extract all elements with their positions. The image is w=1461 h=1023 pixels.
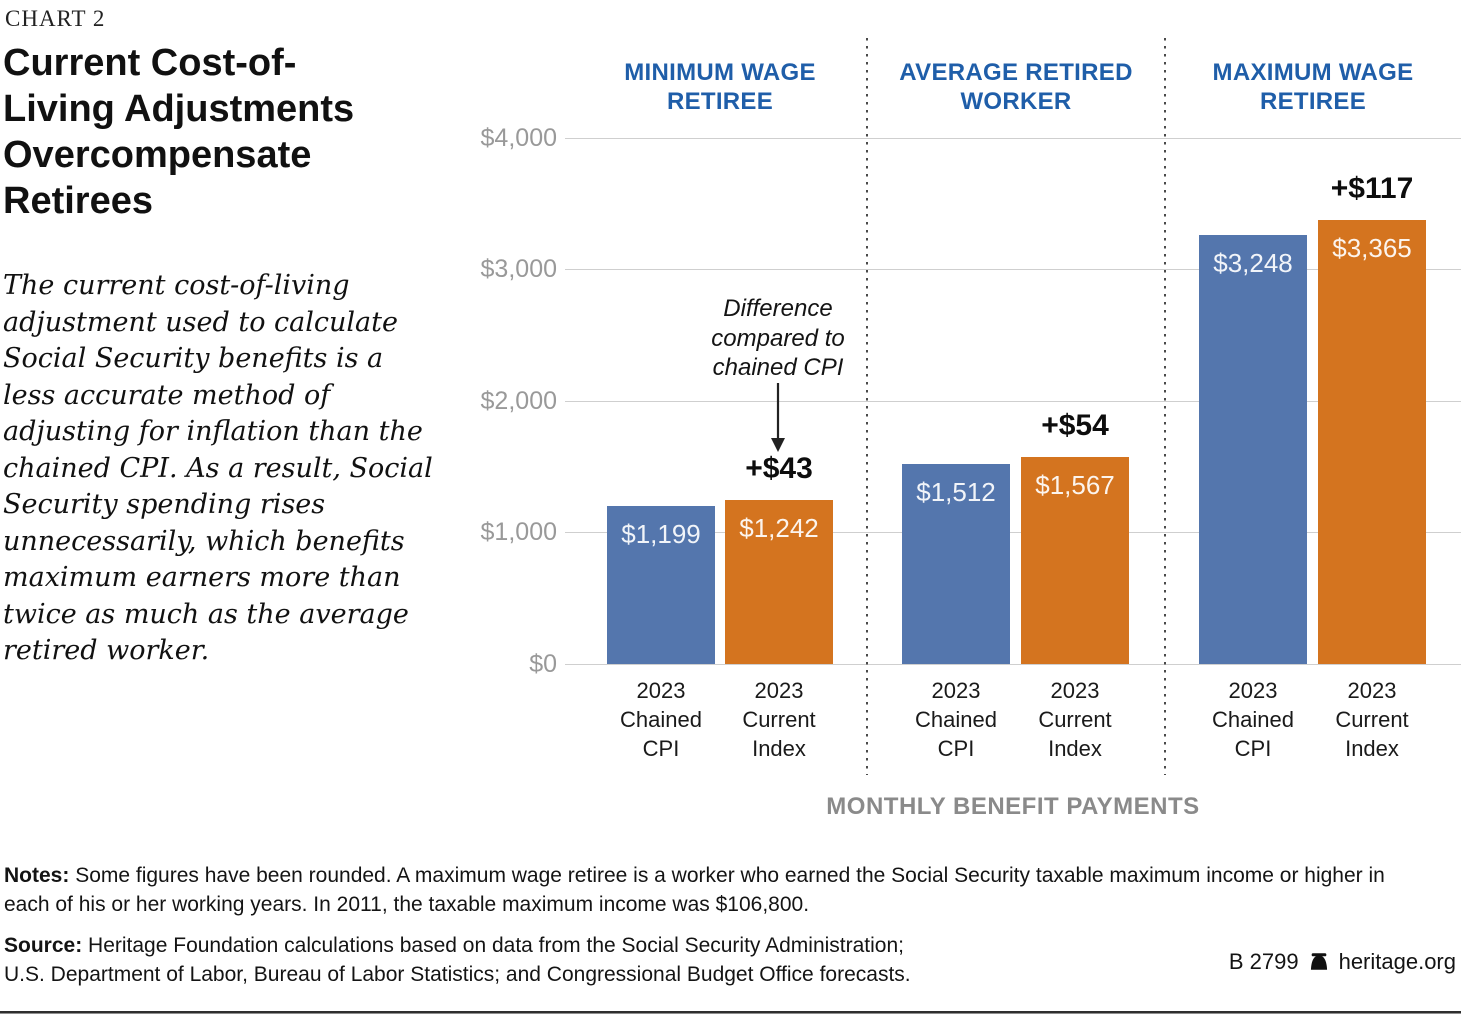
gridline	[565, 401, 1461, 402]
bar-value-label: $1,512	[916, 477, 996, 507]
chart-number-label: CHART 2	[5, 6, 106, 31]
x-tick-label: 2023 Chained CPI	[620, 678, 702, 761]
group-header-maximum-wage-retiree: MAXIMUM WAGE RETIREE	[1212, 59, 1414, 115]
source-label: Source:	[4, 934, 83, 957]
y-axis-tick-label: $2,000	[480, 387, 557, 415]
chart-description: The current cost-of-living adjustment us…	[3, 270, 433, 666]
liberty-bell-icon	[1310, 953, 1327, 970]
bar-value-label: $3,248	[1213, 248, 1293, 278]
footer-rule	[0, 1011, 1461, 1014]
group-separator	[1164, 38, 1166, 775]
bar-value-label: $1,199	[621, 519, 701, 549]
gridline	[565, 532, 1461, 533]
bar-minimum-current-index: $1,242	[725, 500, 833, 664]
source-text-line: U.S. Department of Labor, Bureau of Labo…	[4, 963, 911, 986]
bar-maximum-current-index: $3,365	[1318, 220, 1426, 664]
down-arrow-icon	[771, 383, 785, 452]
gridline	[565, 269, 1461, 270]
group-header-average-retired-worker: AVERAGE RETIRED WORKER	[899, 59, 1133, 115]
source-text-line: Heritage Foundation calculations based o…	[88, 934, 904, 957]
x-tick-label: 2023 Chained CPI	[1212, 678, 1294, 761]
x-tick-label: 2023 Current Index	[1038, 678, 1112, 761]
y-axis-tick-label: $3,000	[480, 255, 557, 283]
difference-label: +$117	[1330, 172, 1414, 205]
x-tick-label: 2023 Current Index	[1335, 678, 1409, 761]
site-link: heritage.org	[1338, 949, 1456, 974]
bar-value-label: $3,365	[1332, 233, 1412, 263]
y-axis-tick-label: $1,000	[480, 518, 557, 546]
x-axis-title: MONTHLY BENEFIT PAYMENTS	[826, 793, 1200, 820]
bar-value-label: $1,242	[739, 513, 819, 543]
notes-label: Notes:	[4, 864, 70, 887]
bar-minimum-chained-cpi: $1,199	[607, 506, 715, 664]
annotation-difference-note: Difference compared to chained CPI	[711, 295, 845, 381]
document-id: B 2799	[1228, 949, 1299, 974]
chart-title: Current Cost-of-Living Adjustments Overc…	[3, 42, 355, 222]
group-separator	[866, 38, 868, 775]
bar-maximum-chained-cpi: $3,248	[1199, 235, 1307, 664]
x-tick-label: 2023 Current Index	[742, 678, 816, 761]
bar-average-current-index: $1,567	[1021, 457, 1129, 664]
source: Source: Heritage Foundation calculations…	[4, 931, 911, 989]
gridline	[565, 664, 1461, 665]
footer-attribution: B 2799 heritage.org	[1229, 949, 1456, 975]
notes: Notes: Some figures have been rounded. A…	[4, 861, 1432, 919]
gridline	[565, 138, 1461, 139]
bar-average-chained-cpi: $1,512	[902, 464, 1010, 664]
notes-text: Some figures have been rounded. A maximu…	[4, 864, 1385, 916]
difference-label: +$43	[745, 452, 813, 485]
group-header-minimum-wage-retiree: MINIMUM WAGE RETIREE	[624, 59, 816, 115]
y-axis-tick-label: $0	[529, 650, 557, 678]
difference-label: +$54	[1041, 409, 1109, 442]
y-axis-tick-label: $4,000	[480, 124, 557, 152]
x-tick-label: 2023 Chained CPI	[915, 678, 997, 761]
bar-value-label: $1,567	[1035, 470, 1115, 500]
